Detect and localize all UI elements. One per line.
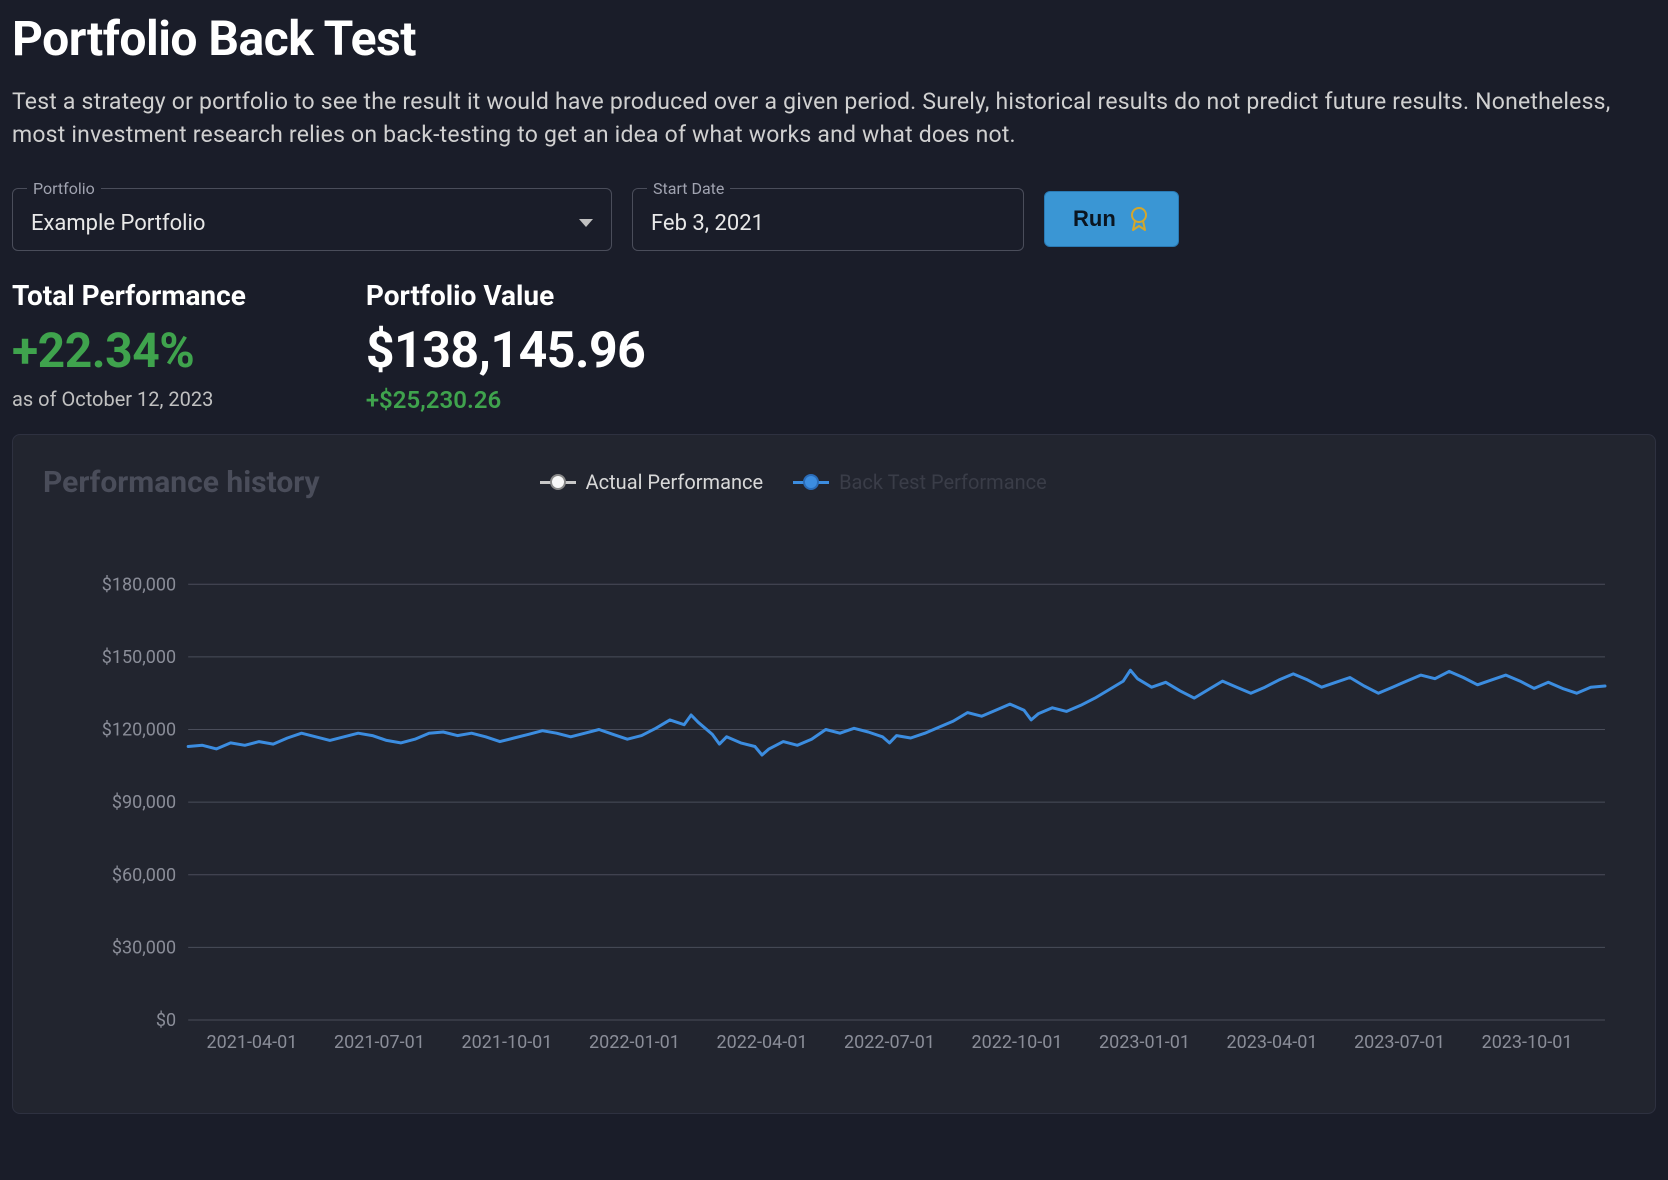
performance-chart-panel: Performance history Actual Performance B… [12, 434, 1656, 1114]
chart-title: Performance history [43, 465, 320, 500]
chart-header: Performance history Actual Performance B… [43, 465, 1625, 500]
svg-text:$30,000: $30,000 [112, 937, 176, 958]
svg-text:2021-10-01: 2021-10-01 [461, 1032, 552, 1053]
svg-text:2021-04-01: 2021-04-01 [206, 1032, 297, 1053]
svg-text:$180,000: $180,000 [102, 574, 176, 595]
legend-label-actual: Actual Performance [586, 470, 763, 494]
start-date-value: Feb 3, 2021 [651, 211, 764, 236]
svg-text:$120,000: $120,000 [102, 719, 176, 740]
svg-text:2022-01-01: 2022-01-01 [589, 1032, 680, 1053]
svg-text:2021-07-01: 2021-07-01 [334, 1032, 425, 1053]
svg-text:$0: $0 [156, 1010, 176, 1031]
total-performance-title: Total Performance [12, 279, 246, 312]
portfolio-select[interactable]: Portfolio Example Portfolio [12, 188, 612, 251]
legend-label-backtest: Back Test Performance [839, 470, 1047, 494]
legend-marker-icon [540, 481, 576, 484]
chart-body: $0 $30,000 $60,000 $90,000 $120,000 $150,000 $… [43, 530, 1625, 1090]
award-icon [1128, 206, 1150, 232]
portfolio-select-value: Example Portfolio [31, 211, 205, 236]
portfolio-value-amount: $138,145.96 [366, 322, 646, 380]
controls-row: Portfolio Example Portfolio Start Date F… [12, 188, 1656, 251]
start-date-label: Start Date [647, 179, 730, 198]
metrics-row: Total Performance +22.34% as of October … [12, 279, 1656, 414]
portfolio-value-metric: Portfolio Value $138,145.96 +$25,230.26 [366, 279, 646, 414]
run-button-label: Run [1073, 206, 1116, 232]
portfolio-value-change: +$25,230.26 [366, 386, 646, 414]
svg-text:$60,000: $60,000 [112, 864, 176, 885]
svg-text:2023-07-01: 2023-07-01 [1354, 1032, 1445, 1053]
svg-text:2023-10-01: 2023-10-01 [1482, 1032, 1573, 1053]
performance-line-chart: $0 $30,000 $60,000 $90,000 $120,000 $150,000 $… [43, 530, 1625, 1090]
legend-marker-icon [793, 481, 829, 484]
svg-text:2022-07-01: 2022-07-01 [844, 1032, 935, 1053]
legend-item-backtest[interactable]: Back Test Performance [793, 470, 1047, 494]
svg-text:2022-04-01: 2022-04-01 [717, 1032, 808, 1053]
legend-item-actual[interactable]: Actual Performance [540, 470, 763, 494]
svg-text:2023-01-01: 2023-01-01 [1099, 1032, 1190, 1053]
total-performance-asof: as of October 12, 2023 [12, 387, 246, 411]
start-date-input[interactable]: Start Date Feb 3, 2021 [632, 188, 1024, 251]
page-title: Portfolio Back Test [12, 10, 1656, 67]
page-subtitle: Test a strategy or portfolio to see the … [12, 85, 1632, 152]
svg-text:$150,000: $150,000 [102, 647, 176, 668]
svg-text:2023-04-01: 2023-04-01 [1227, 1032, 1318, 1053]
run-button[interactable]: Run [1044, 191, 1179, 247]
portfolio-select-label: Portfolio [27, 179, 101, 198]
chevron-down-icon [579, 219, 593, 227]
svg-text:2022-10-01: 2022-10-01 [972, 1032, 1063, 1053]
total-performance-metric: Total Performance +22.34% as of October … [12, 279, 246, 414]
portfolio-value-title: Portfolio Value [366, 279, 646, 312]
svg-text:$90,000: $90,000 [112, 792, 176, 813]
total-performance-value: +22.34% [12, 322, 246, 379]
chart-legend: Actual Performance Back Test Performance [540, 470, 1047, 494]
